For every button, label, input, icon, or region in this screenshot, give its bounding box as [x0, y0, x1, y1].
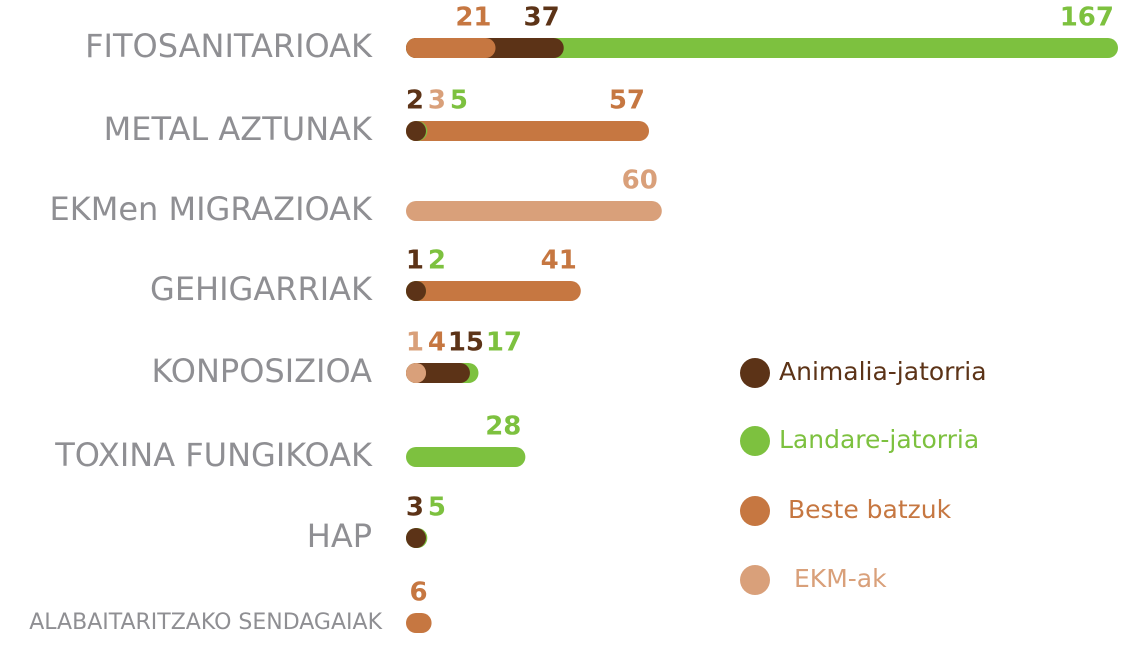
bar — [406, 363, 426, 383]
value-label: 21 — [455, 3, 491, 33]
value-label: 60 — [622, 166, 658, 196]
value-label: 17 — [486, 328, 522, 358]
category-label: GEHIGARRIAK — [150, 270, 373, 308]
value-label: 1 — [406, 328, 424, 358]
value-label: 37 — [524, 3, 560, 33]
legend-label: Animalia-jatorria — [779, 357, 987, 386]
category-label: TOXINA FUNGIKOAK — [54, 436, 373, 474]
value-label: 5 — [428, 493, 446, 523]
value-label: 1 — [406, 246, 424, 276]
value-label: 15 — [448, 328, 484, 358]
value-label: 167 — [1060, 3, 1114, 33]
legend-swatch — [740, 565, 770, 595]
value-label: 3 — [428, 86, 446, 116]
category-label: METAL AZTUNAK — [104, 110, 373, 148]
bar — [406, 281, 426, 301]
legend-swatch — [740, 496, 770, 526]
category-label: HAP — [307, 517, 372, 555]
category-label: EKMen MIGRAZIOAK — [50, 190, 374, 228]
value-label: 4 — [428, 328, 446, 358]
value-label: 57 — [609, 86, 645, 116]
value-label: 2 — [428, 246, 446, 276]
bar — [406, 447, 526, 467]
bar — [406, 613, 432, 633]
value-label: 6 — [409, 578, 427, 608]
value-label: 2 — [406, 86, 424, 116]
value-label: 5 — [450, 86, 468, 116]
legend-swatch — [740, 426, 770, 456]
bar — [406, 281, 581, 301]
legend-swatch — [740, 358, 770, 388]
bar — [406, 38, 496, 58]
legend-label: EKM-ak — [794, 564, 887, 593]
category-label: ALABAITARITZAKO SENDAGAIAK — [29, 610, 382, 635]
category-label: KONPOSIZIOA — [152, 352, 373, 390]
bar — [406, 201, 662, 221]
legend-label: Landare-jatorria — [779, 425, 979, 454]
category-label: FITOSANITARIOAK — [85, 27, 373, 65]
bar — [406, 121, 650, 141]
bar — [406, 38, 1118, 58]
value-label: 28 — [485, 412, 521, 442]
bar — [406, 121, 426, 141]
bar — [406, 528, 426, 548]
value-label: 3 — [406, 493, 424, 523]
value-label: 41 — [541, 246, 577, 276]
legend-label: Beste batzuk — [788, 495, 952, 524]
